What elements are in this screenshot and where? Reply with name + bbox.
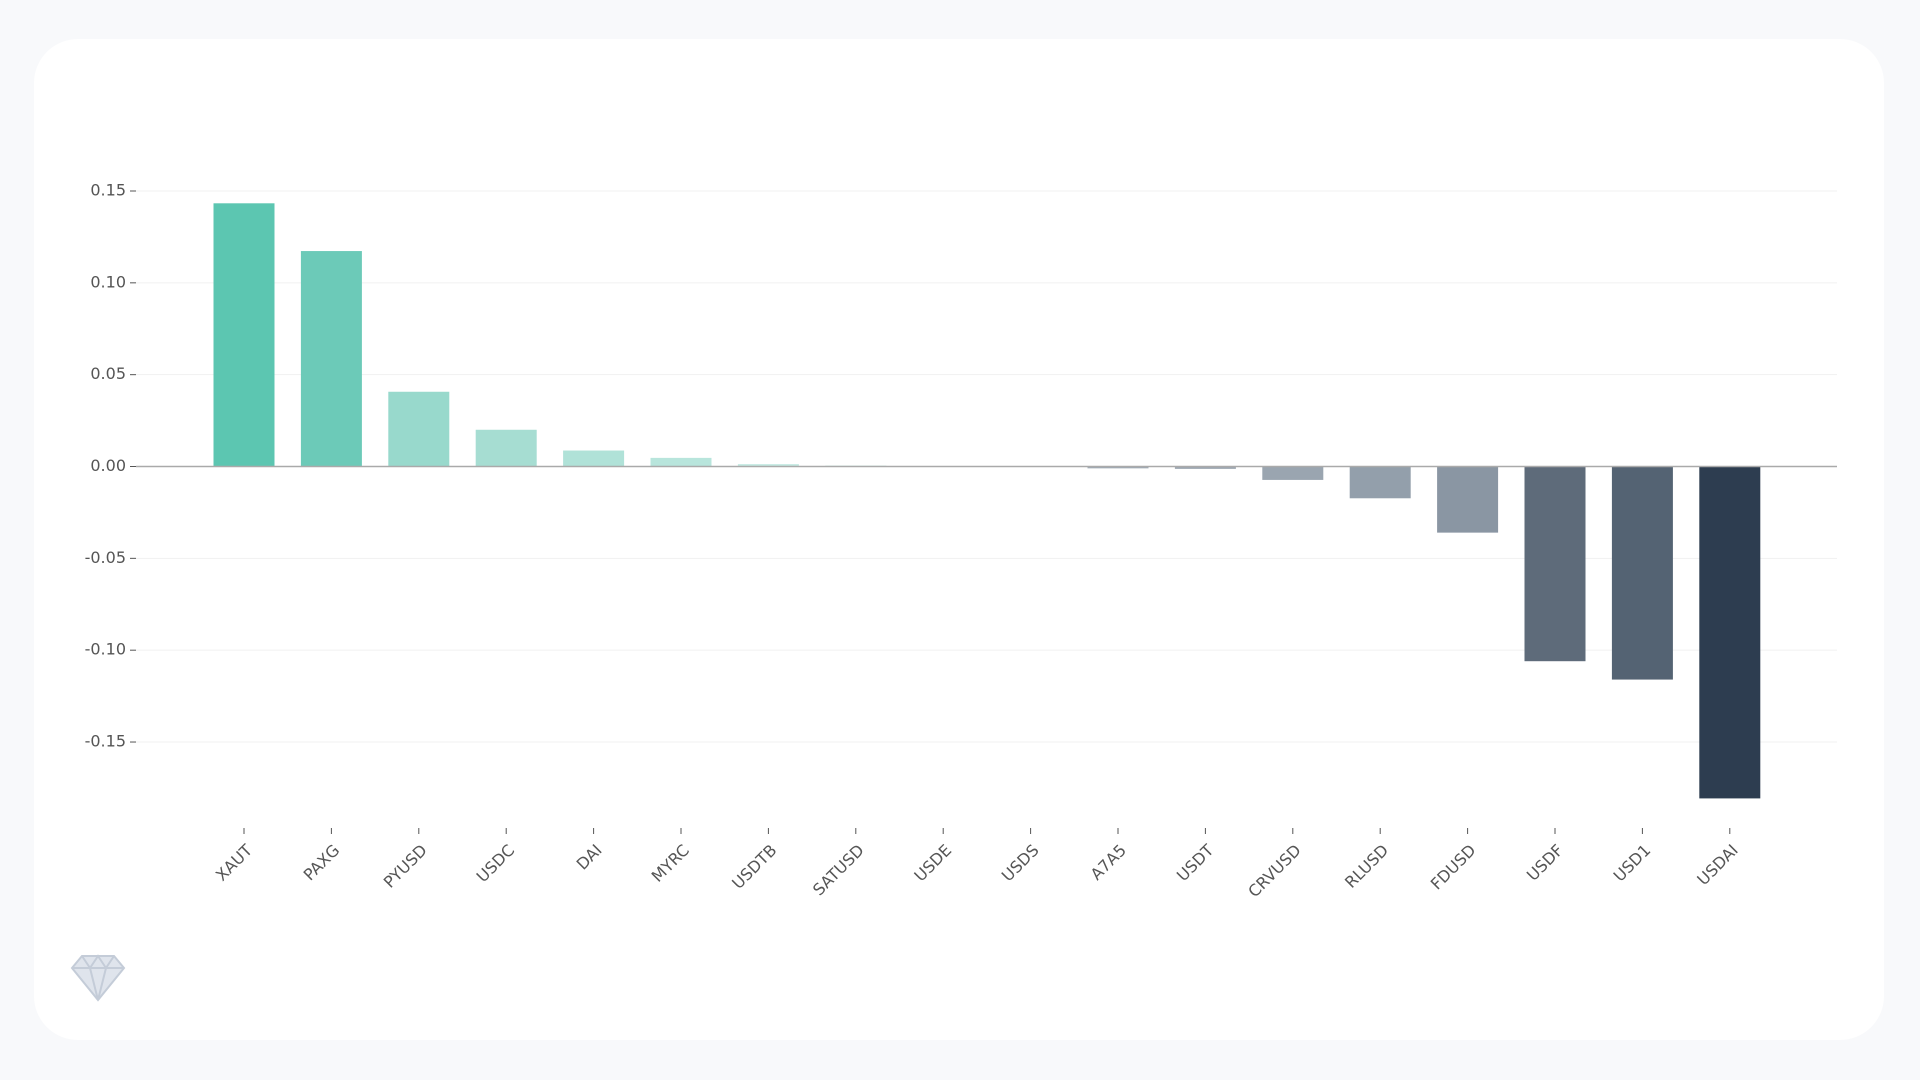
x-tick-label: USDF	[1523, 841, 1567, 885]
bar	[1524, 466, 1586, 662]
x-tick-label: USDS	[998, 841, 1043, 886]
bar	[1087, 466, 1149, 469]
bar	[1262, 466, 1324, 480]
y-tick-label: -0.10	[85, 640, 126, 659]
bar	[388, 391, 450, 467]
bar	[1437, 466, 1499, 533]
x-tick-label: PYUSD	[380, 841, 431, 892]
y-tick-label: -0.05	[85, 548, 126, 567]
x-tick-label: USDAI	[1693, 841, 1741, 889]
logo	[70, 954, 126, 1002]
bar	[475, 429, 537, 467]
y-tick-label: 0.05	[90, 364, 126, 383]
bar	[650, 457, 712, 467]
y-tick-label: 0.10	[90, 272, 126, 291]
bar	[1349, 466, 1411, 499]
x-tick-label: RLUSD	[1341, 841, 1392, 892]
x-tick-label: XAUT	[212, 840, 256, 884]
x-tick-label: USDC	[473, 841, 519, 887]
bar	[1174, 466, 1236, 469]
x-tick-label: MYRC	[648, 841, 693, 886]
x-tick-label: PAXG	[300, 841, 344, 885]
x-tick-label: A7A5	[1087, 841, 1130, 884]
bar	[1611, 466, 1673, 680]
y-tick-label: -0.15	[85, 732, 126, 751]
y-tick-label: 0.15	[90, 180, 126, 199]
x-tick-label: USD1	[1610, 841, 1655, 886]
bar	[563, 450, 625, 467]
bar	[737, 464, 799, 467]
y-tick-label: 0.00	[90, 456, 126, 475]
x-tick-label: CRVUSD	[1244, 841, 1304, 901]
x-tick-label: USDT	[1173, 840, 1218, 885]
bar	[213, 203, 275, 467]
x-tick-label: FDUSD	[1427, 841, 1480, 894]
bar	[1699, 466, 1761, 799]
x-tick-label: DAI	[573, 841, 606, 874]
x-tick-label: USDE	[910, 841, 955, 886]
x-tick-label: SATUSD	[809, 841, 868, 900]
x-tick-label: USDTB	[728, 841, 780, 893]
bar	[300, 251, 362, 467]
